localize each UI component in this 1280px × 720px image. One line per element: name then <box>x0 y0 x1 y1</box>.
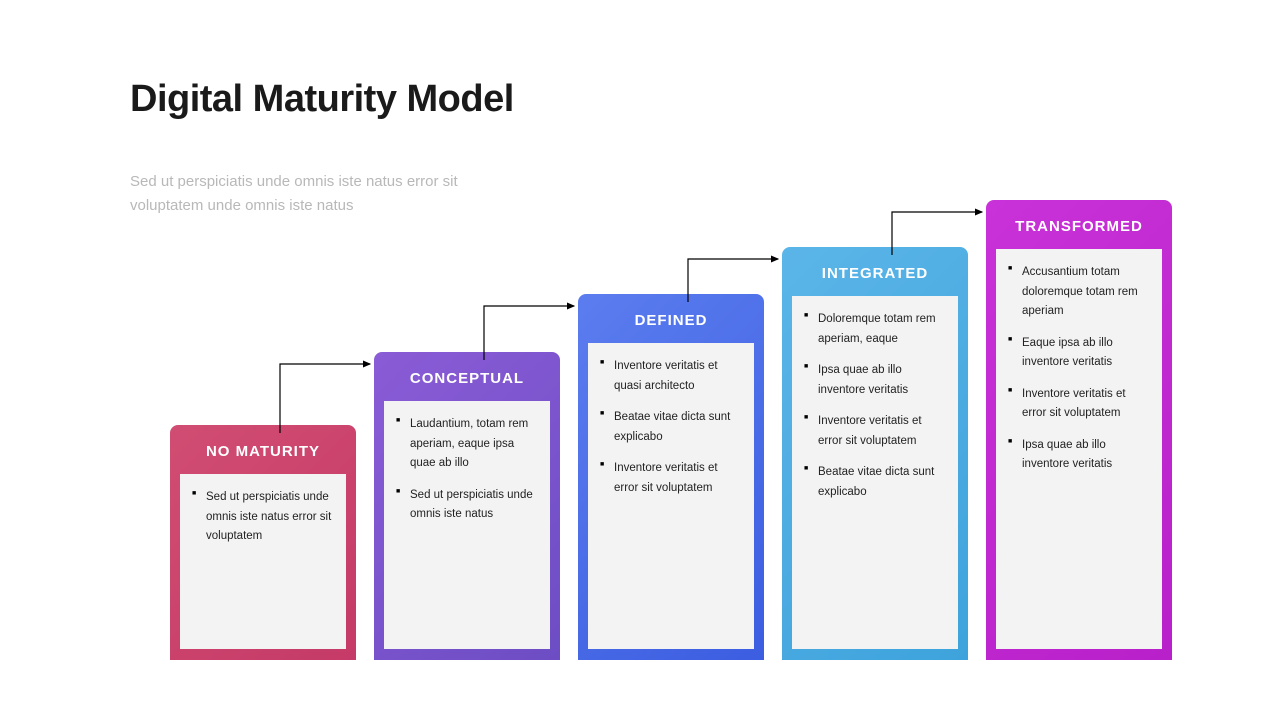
step-arrow-icon <box>280 364 370 433</box>
stage-bullet: Doloremque totam rem aperiam, eaque <box>804 310 946 349</box>
stage-card-4: TRANSFORMED Accusantium totam doloremque … <box>986 200 1172 660</box>
page-subtitle: Sed ut perspiciatis unde omnis iste natu… <box>130 170 530 218</box>
stage-bullet: Beatae vitae dicta sunt explicabo <box>804 463 946 502</box>
stage-bullet: Inventore veritatis et error sit volupta… <box>804 412 946 451</box>
stage-header: TRANSFORMED <box>986 200 1172 249</box>
stage-card-0: NO MATURITY Sed ut perspiciatis unde omni… <box>170 425 356 660</box>
stage-bullet: Ipsa quae ab illo inventore veritatis <box>804 361 946 400</box>
stage-bullet: Ipsa quae ab illo inventore veritatis <box>1008 436 1150 475</box>
stage-header: DEFINED <box>578 294 764 343</box>
stage-bullet: Inventore veritatis et quasi architecto <box>600 357 742 396</box>
stage-bullet: Sed ut perspiciatis unde omnis iste natu… <box>192 488 334 547</box>
stage-body: Inventore veritatis et quasi architecto B… <box>588 343 754 649</box>
stage-card-2: DEFINEDInventore veritatis et quasi arch… <box>578 294 764 660</box>
stage-bullet: Laudantium, totam rem aperiam, eaque ips… <box>396 415 538 474</box>
stage-body: Sed ut perspiciatis unde omnis iste natu… <box>180 474 346 649</box>
stage-bullet: Sed ut perspiciatis unde omnis iste natu… <box>396 486 538 525</box>
page-title: Digital Maturity Model <box>130 78 514 121</box>
stage-header: NO MATURITY <box>170 425 356 474</box>
stage-header: CONCEPTUAL <box>374 352 560 401</box>
stage-body: Laudantium, totam rem aperiam, eaque ips… <box>384 401 550 649</box>
stage-card-3: INTEGRATEDDoloremque totam rem aperiam, … <box>782 247 968 660</box>
stage-bullet: Inventore veritatis et error sit volupta… <box>600 459 742 498</box>
stage-card-1: CONCEPTUAL Laudantium, totam rem aperiam,… <box>374 352 560 660</box>
stage-header: INTEGRATED <box>782 247 968 296</box>
stage-bullet: Inventore veritatis et error sit volupta… <box>1008 385 1150 424</box>
stage-bullet: Accusantium totam doloremque totam rem a… <box>1008 263 1150 322</box>
stage-body: Doloremque totam rem aperiam, eaque Ipsa … <box>792 296 958 649</box>
stage-body: Accusantium totam doloremque totam rem a… <box>996 249 1162 649</box>
stage-bullet: Beatae vitae dicta sunt explicabo <box>600 408 742 447</box>
stage-bullet: Eaque ipsa ab illo inventore veritatis <box>1008 334 1150 373</box>
